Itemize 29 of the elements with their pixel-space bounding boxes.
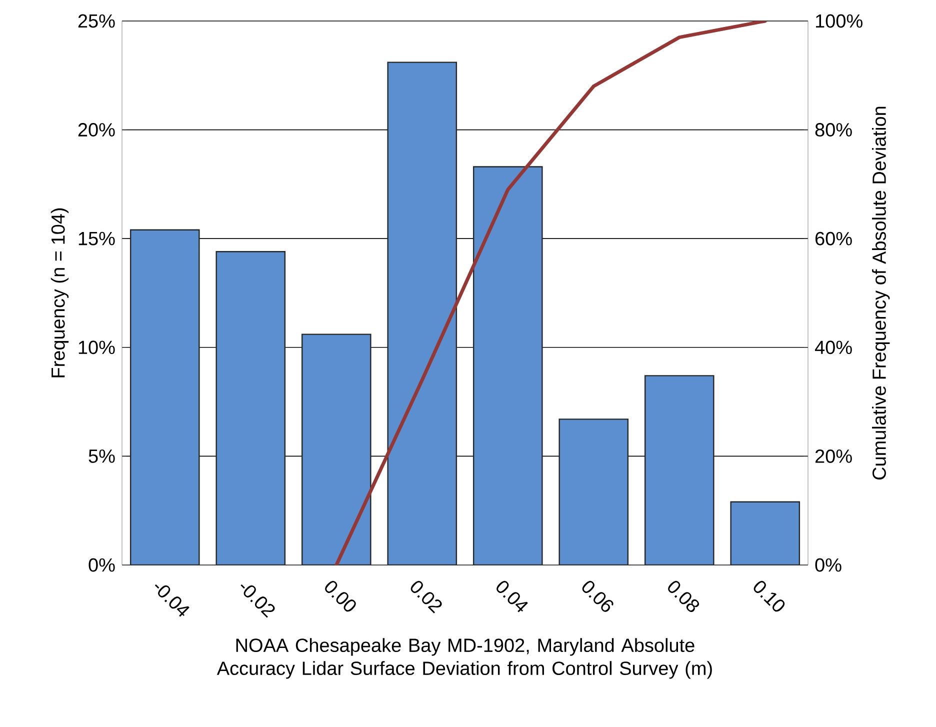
bar [301, 334, 372, 565]
x-tick-label: 0.10 [754, 580, 785, 612]
y2-tick-label: 80% [815, 123, 852, 137]
y-tick-label: 15% [78, 232, 115, 246]
y2-tick-label: 100% [816, 14, 862, 28]
x-tick-label: 0.06 [582, 580, 614, 612]
bar [730, 501, 800, 565]
x-tick-label: 0.08 [668, 580, 700, 612]
y2-tick-label: 40% [814, 340, 852, 354]
y2-tick-label: 0% [815, 558, 842, 572]
y-tick-label: 10% [78, 340, 115, 354]
y-tick-label: 25% [78, 14, 115, 28]
y2-tick-label: 20% [816, 449, 852, 463]
bar [216, 251, 286, 565]
y2-axis-title: Cumulative Frequency of Absolute Deviation [872, 106, 890, 480]
y2-tick-label: 60% [816, 232, 852, 246]
y-tick-label: 20% [78, 123, 115, 137]
bar [130, 229, 200, 565]
x-axis-title: NOAA Chesapeake Bay MD-1902, Maryland Absolute Accuracy Lidar Surface Deviation from Control Survey (m) [216, 638, 712, 679]
y-tick-label: 0% [88, 558, 115, 572]
x-tick-label: 0.00 [325, 580, 356, 612]
y-axis-title: Frequency (n = 104) [50, 208, 69, 378]
bar [558, 418, 629, 565]
bar [387, 62, 458, 565]
bar [644, 375, 714, 565]
bar [472, 166, 543, 565]
y-tick-label: 5% [88, 450, 115, 463]
line-series [334, 20, 767, 565]
x-tick-label: 0.04 [496, 580, 528, 612]
